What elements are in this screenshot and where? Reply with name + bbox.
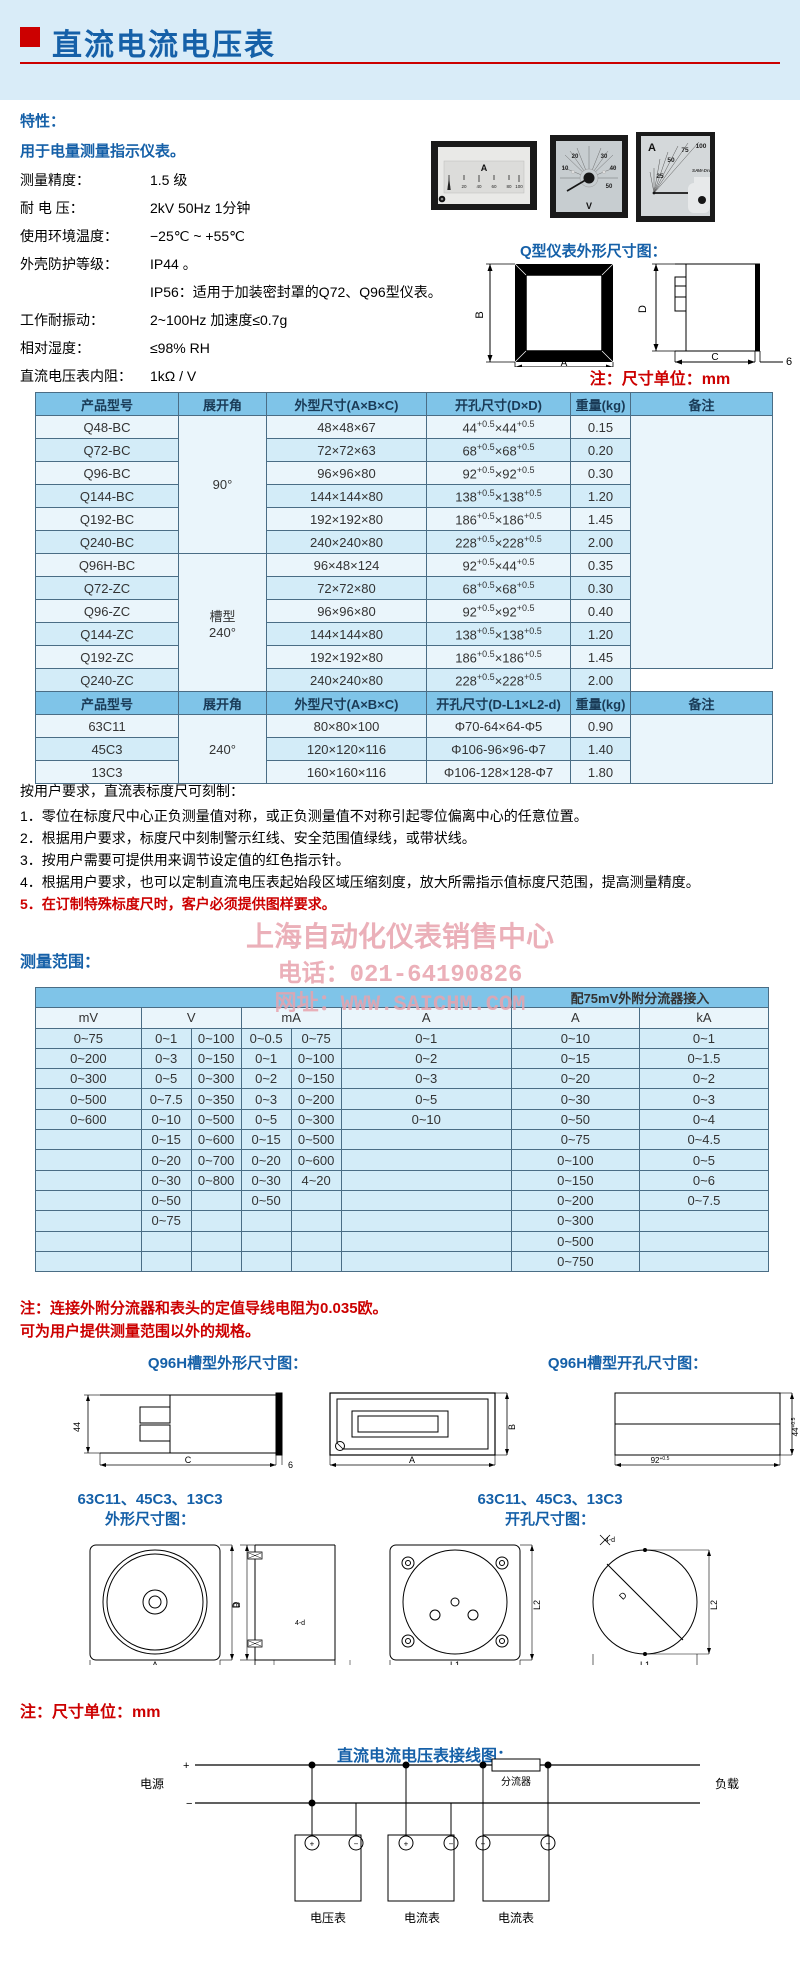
svg-text:负载: 负载 — [715, 1777, 739, 1791]
svg-text:40: 40 — [610, 166, 617, 172]
svg-text:C: C — [185, 1455, 192, 1465]
svg-text:+: + — [404, 1840, 409, 1849]
svg-text:30: 30 — [601, 154, 608, 160]
svg-text:D: D — [617, 1590, 629, 1602]
svg-text:SAW-Dro: SAW-Dro — [692, 168, 712, 173]
svg-text:100: 100 — [515, 184, 523, 189]
svg-text:B: B — [507, 1424, 517, 1430]
svg-text:20: 20 — [572, 154, 579, 160]
svg-text:L1: L1 — [640, 1660, 650, 1665]
svg-text:L2: L2 — [532, 1600, 542, 1610]
svg-text:−: − — [449, 1840, 454, 1849]
svg-text:60: 60 — [491, 184, 497, 189]
svg-text:−: − — [546, 1840, 551, 1849]
svg-text:电流表: 电流表 — [498, 1911, 534, 1925]
svg-text:−: − — [354, 1840, 359, 1849]
svg-text:44+0.5: 44+0.5 — [791, 1417, 800, 1436]
svg-text:40: 40 — [476, 184, 482, 189]
svg-text:A: A — [648, 142, 656, 154]
svg-text:C: C — [711, 352, 718, 363]
svg-text:+: + — [481, 1840, 486, 1849]
svg-text:80: 80 — [506, 184, 512, 189]
svg-text:75: 75 — [681, 147, 689, 154]
svg-text:6: 6 — [288, 1460, 293, 1470]
svg-text:10: 10 — [562, 166, 569, 172]
svg-text:分流器: 分流器 — [501, 1775, 531, 1788]
svg-text:A: A — [409, 1455, 415, 1465]
svg-text:100: 100 — [696, 143, 707, 150]
svg-text:V: V — [586, 201, 592, 211]
svg-text:A: A — [481, 163, 488, 173]
svg-text:电源: 电源 — [140, 1777, 164, 1791]
svg-text:−: − — [186, 1798, 192, 1810]
svg-text:D: D — [637, 305, 649, 313]
svg-text:L2: L2 — [709, 1600, 719, 1610]
svg-text:+: + — [310, 1840, 315, 1849]
svg-text:A: A — [152, 1660, 158, 1665]
svg-text:92+0.5: 92+0.5 — [651, 1456, 670, 1465]
svg-text:50: 50 — [667, 157, 675, 164]
svg-text:6: 6 — [786, 356, 792, 367]
svg-text:4-d: 4-d — [295, 1620, 305, 1627]
svg-text:20: 20 — [461, 184, 467, 189]
svg-text:电流表: 电流表 — [404, 1911, 440, 1925]
svg-text:+: + — [183, 1760, 189, 1772]
svg-text:44: 44 — [72, 1422, 82, 1432]
svg-text:B: B — [474, 311, 486, 318]
svg-text:50: 50 — [606, 184, 613, 190]
svg-text:D: D — [231, 1601, 241, 1608]
svg-text:25: 25 — [656, 173, 664, 180]
svg-text:L1: L1 — [450, 1660, 460, 1665]
svg-text:电压表: 电压表 — [310, 1911, 346, 1925]
